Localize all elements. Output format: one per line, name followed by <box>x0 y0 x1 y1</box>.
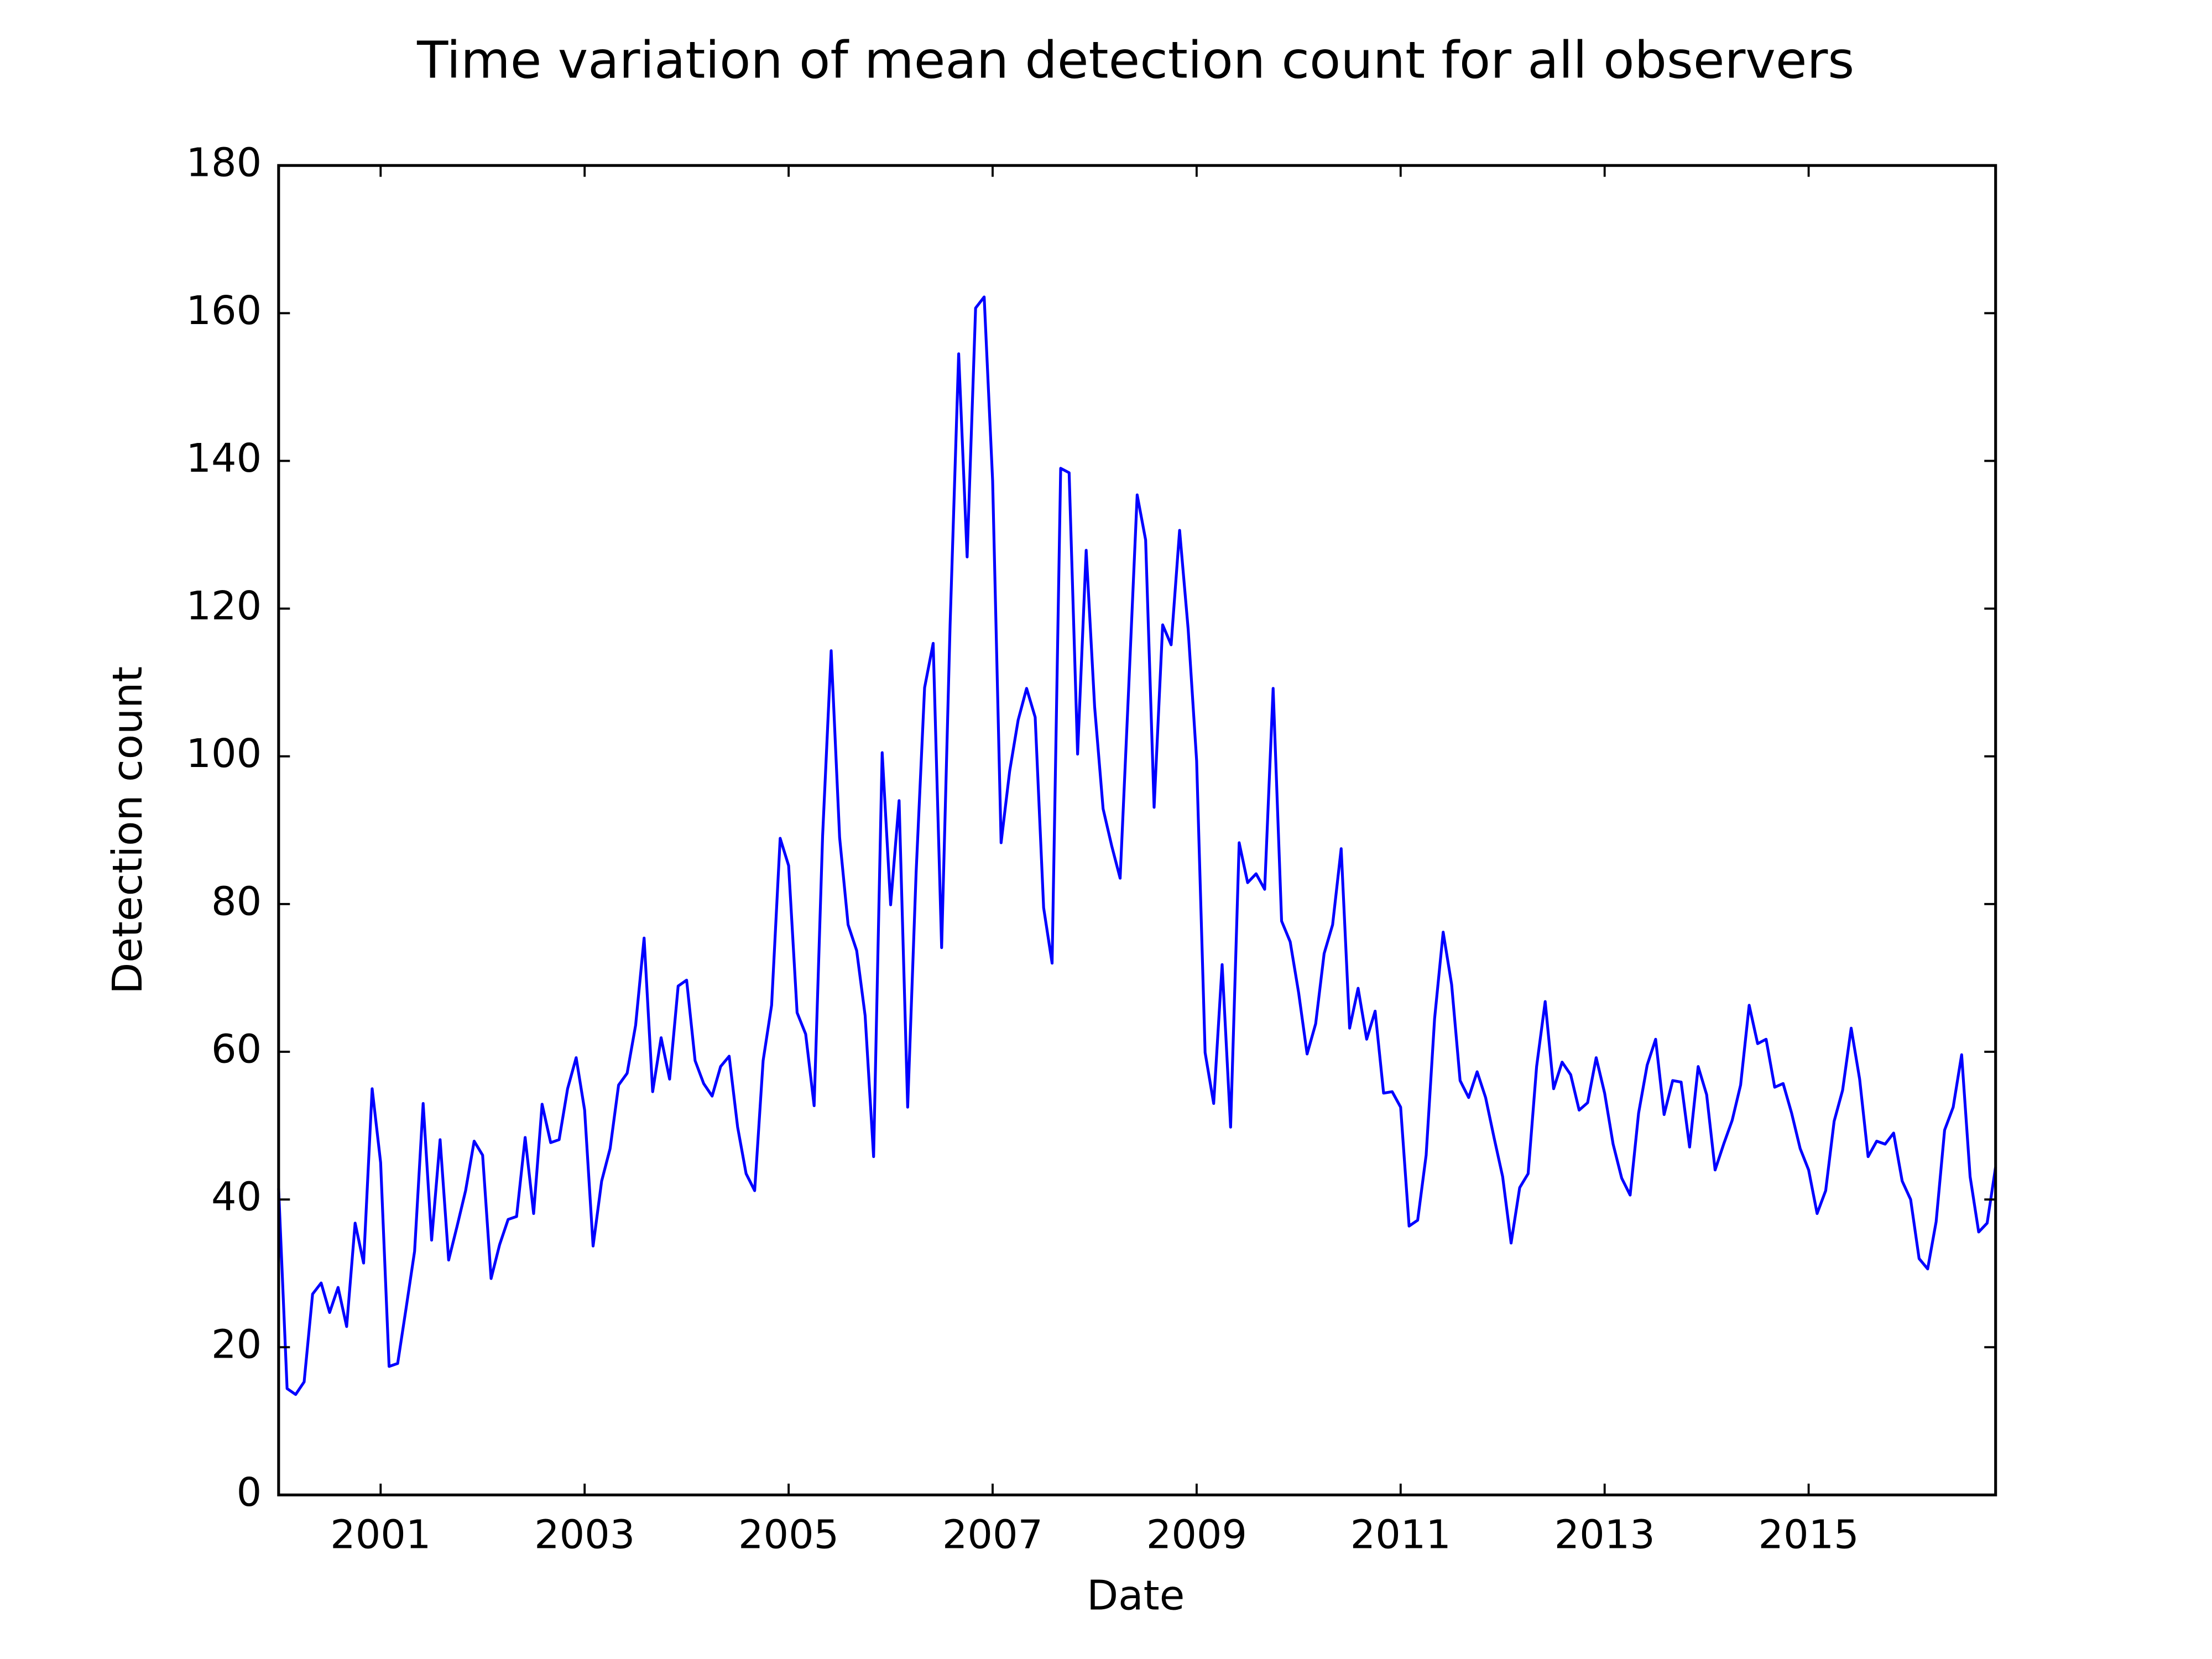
y-tick-label: 120 <box>186 583 262 629</box>
y-tick-label: 0 <box>237 1469 262 1515</box>
y-axis-label: Detection count <box>104 666 152 994</box>
y-tick-label: 20 <box>211 1322 262 1368</box>
y-tick-label: 60 <box>211 1026 262 1072</box>
x-tick-label: 2015 <box>1758 1512 1859 1558</box>
data-line <box>277 295 1997 1396</box>
y-tick-label: 180 <box>186 140 262 186</box>
x-tick-label: 2007 <box>942 1512 1043 1558</box>
y-tick-label: 160 <box>186 288 262 333</box>
x-tick-label: 2001 <box>330 1512 431 1558</box>
x-tick-label: 2005 <box>738 1512 839 1558</box>
chart-title: Time variation of mean detection count f… <box>416 30 1854 90</box>
plot-frame <box>277 164 1997 1496</box>
x-tick-label: 2013 <box>1554 1512 1655 1558</box>
x-tick-label: 2011 <box>1350 1512 1451 1558</box>
y-tick-label: 40 <box>211 1174 262 1220</box>
y-tick-label: 80 <box>211 878 262 924</box>
x-axis-label: Date <box>1087 1572 1185 1620</box>
x-tick-label: 2003 <box>534 1512 635 1558</box>
y-tick-label: 100 <box>186 731 262 776</box>
x-tick-label: 2009 <box>1146 1512 1247 1558</box>
y-tick-label: 140 <box>186 435 262 481</box>
